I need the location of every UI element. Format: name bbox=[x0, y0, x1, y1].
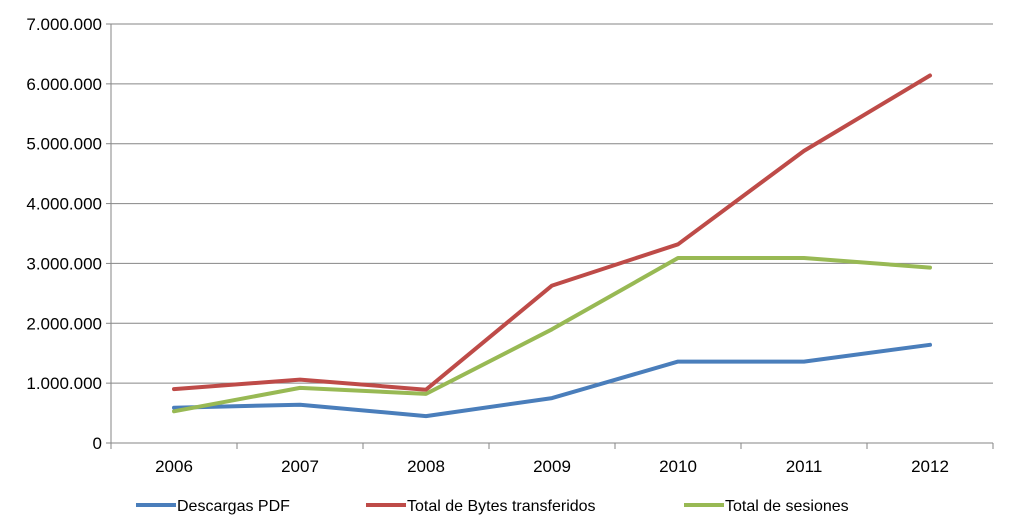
y-axis-ticks: 0 1.000.000 2.000.000 3.000.000 4.000.000 5.0… bbox=[26, 15, 111, 453]
gridlines bbox=[111, 23, 993, 384]
x-tick-label: 2008 bbox=[407, 457, 445, 476]
legend-item: Descargas PDF bbox=[136, 498, 290, 515]
series-line-2 bbox=[172, 73, 932, 392]
y-tick-label: 0 bbox=[93, 434, 102, 453]
series-lines bbox=[172, 73, 932, 419]
legend-label: Total de sesiones bbox=[725, 498, 849, 515]
legend-label: Total de Bytes transferidos bbox=[407, 498, 596, 515]
x-tick-label: 2006 bbox=[155, 457, 193, 476]
y-tick-label: 7.000.000 bbox=[26, 15, 102, 34]
legend-item: Total de Bytes transferidos bbox=[366, 498, 596, 515]
x-tick-label: 2010 bbox=[659, 457, 697, 476]
y-tick-label: 4.000.000 bbox=[26, 195, 102, 214]
y-tick-label: 1.000.000 bbox=[26, 374, 102, 393]
x-tick-label: 2007 bbox=[281, 457, 319, 476]
series-line-1 bbox=[172, 342, 932, 419]
y-tick-label: 3.000.000 bbox=[26, 254, 102, 273]
x-tick-label: 2012 bbox=[911, 457, 949, 476]
legend-item: Total de sesiones bbox=[684, 498, 849, 515]
legend: Descargas PDF Total de Bytes transferidos… bbox=[136, 498, 849, 515]
y-tick-label: 5.000.000 bbox=[26, 135, 102, 154]
series-line-3 bbox=[172, 256, 932, 414]
legend-label: Descargas PDF bbox=[177, 498, 290, 515]
y-tick-label: 2.000.000 bbox=[26, 314, 102, 333]
x-tick-label: 2009 bbox=[533, 457, 571, 476]
axes bbox=[110, 24, 993, 444]
y-tick-label: 6.000.000 bbox=[26, 75, 102, 94]
x-axis-ticks: 2006 2007 2008 2009 2010 2011 2012 bbox=[110, 443, 994, 476]
x-tick-label: 2011 bbox=[786, 457, 823, 476]
